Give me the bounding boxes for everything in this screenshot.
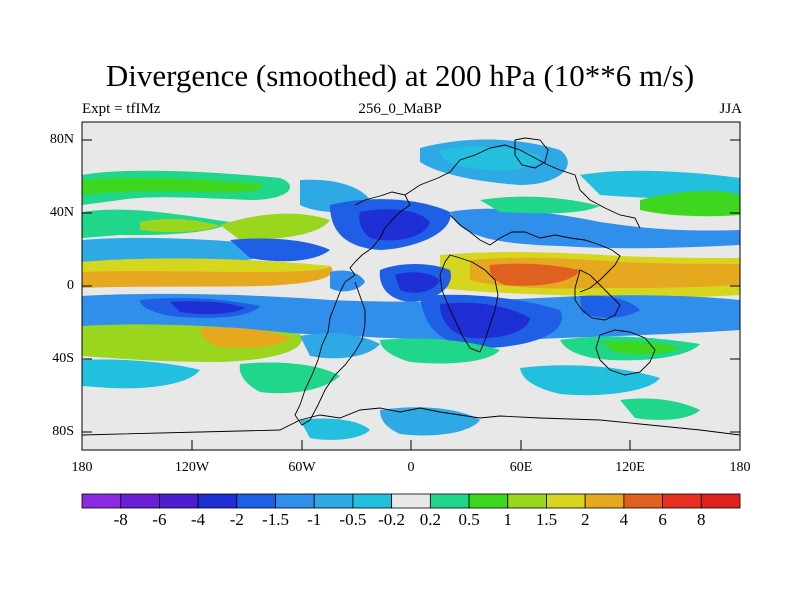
field-pos-n-left-core	[82, 177, 263, 195]
x-tick-label: 180	[729, 460, 751, 475]
colorbar-label: 8	[697, 510, 706, 529]
x-tick-label: 60W	[288, 460, 316, 475]
colorbar-label: -4	[191, 510, 206, 529]
colorbar-label: -1	[307, 510, 322, 529]
colorbar-label: -0.2	[378, 510, 406, 529]
colorbar-label: 4	[619, 510, 629, 529]
colorbar-label: 2	[580, 510, 590, 529]
field-pos-70s	[620, 398, 700, 420]
field-pos-ne	[640, 190, 740, 217]
field-neg-40n-c-core	[359, 209, 430, 241]
field-neg-80s	[300, 418, 370, 440]
y-tick-label: 80S	[52, 424, 74, 439]
colorbar-label: -6	[152, 510, 167, 529]
coastline-antarctica	[82, 407, 740, 436]
field-neg-s-indian-core	[440, 302, 530, 339]
field-pos-eq-left-edge	[82, 258, 330, 272]
field-pos-30s-r-core	[600, 341, 680, 355]
coastline-indochina	[574, 269, 621, 321]
colorbar-label: -2	[229, 510, 244, 529]
colorbar-box	[623, 493, 663, 509]
x-tick-label: 120W	[174, 460, 210, 475]
y-tick-label: 40S	[52, 351, 74, 366]
colorbar-box	[700, 493, 741, 509]
case-label: 256_0_MaBP	[358, 101, 442, 117]
y-tick-label: 40N	[49, 205, 74, 220]
x-tick-label: 0	[407, 460, 415, 475]
colorbar-label: -8	[113, 510, 128, 529]
field-neg-55s-left	[82, 359, 200, 389]
colorbar-box	[81, 493, 122, 509]
coastline-north-america	[404, 144, 641, 229]
plot-title: Divergence (smoothed) at 200 hPa (10**6 …	[105, 58, 695, 93]
colorbar-box	[159, 493, 199, 509]
x-tick-label: 120E	[615, 460, 645, 475]
coastline-africa	[439, 254, 499, 353]
colorbar-box	[313, 493, 354, 509]
colorbar-label: 0.5	[458, 510, 480, 529]
colorbar-box	[662, 493, 702, 509]
colorbar-box	[352, 493, 393, 509]
coastline-australia	[595, 329, 656, 376]
colorbar-box	[468, 493, 509, 509]
colorbar-label: -1.5	[262, 510, 289, 529]
field-neg-africa-core	[395, 272, 440, 293]
colorbar-label: 6	[658, 510, 667, 529]
colorbar-label: 1	[503, 510, 513, 529]
colorbar-box	[197, 493, 238, 509]
x-tick-label: 180	[71, 460, 93, 475]
colorbar-box	[584, 493, 625, 509]
field-pos-eq-right-core	[489, 263, 580, 286]
field-neg-20n-left	[82, 237, 268, 262]
experiment-label: Expt = tfIMz	[82, 101, 161, 117]
coastline-greenland	[514, 137, 549, 169]
field-pos-40n-left-core	[140, 219, 220, 233]
colorbar-box	[236, 493, 276, 509]
field-neg-s-pacific	[580, 295, 640, 318]
season-label: JJA	[719, 101, 742, 117]
field-pos-55s	[239, 362, 340, 394]
coastlines	[82, 137, 740, 436]
x-tick-label: 60E	[509, 460, 533, 475]
field-neg-55s-r	[520, 365, 660, 396]
coastline-americas	[294, 191, 411, 426]
colorbar-box	[546, 493, 586, 509]
coastline-eurasia	[449, 214, 621, 293]
colorbar-box	[391, 493, 431, 509]
x-ticks	[81, 440, 741, 450]
colorbar-box	[507, 493, 547, 509]
colorbar-label: 0.2	[419, 510, 442, 529]
field-pos-40n-c	[220, 213, 330, 240]
colorbar-box	[120, 493, 160, 509]
field-neg-arctic-core	[440, 146, 541, 171]
colorbar	[81, 493, 741, 509]
colorbar-label: -0.5	[339, 510, 367, 529]
y-tick-label: 0	[67, 278, 74, 293]
colorbar-box	[275, 493, 315, 509]
field-neg-asia-n	[450, 208, 740, 249]
colorbar-label: 1.5	[535, 510, 558, 529]
field-pos-30s-mid	[380, 338, 500, 364]
field-pos-30s-left-core	[200, 327, 290, 348]
field-neg-20n-left-core	[230, 238, 330, 262]
y-tick-label: 80N	[49, 132, 74, 147]
field-pos-asia-n	[480, 196, 600, 214]
field-neg-s-band-left-core	[170, 301, 245, 315]
y-ticks	[82, 139, 740, 433]
colorbar-box	[429, 493, 470, 509]
